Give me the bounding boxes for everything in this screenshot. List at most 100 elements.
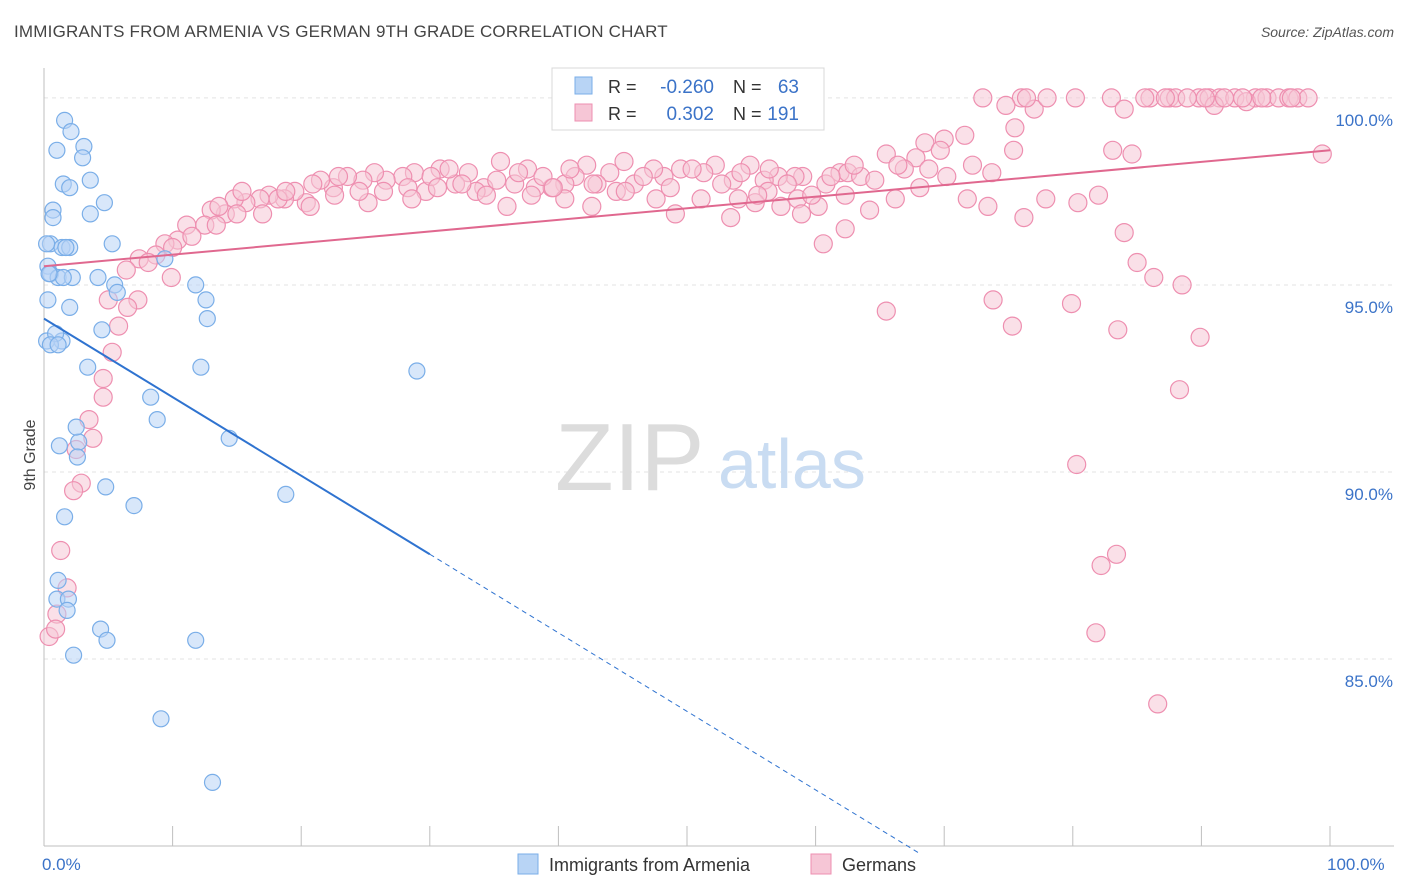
germans-point [1135,88,1155,108]
germans-point [791,204,812,224]
germans-point [1088,185,1109,205]
y-tick-label: 95.0% [1345,298,1393,317]
germans-point [487,170,507,190]
germans-point [1067,454,1087,475]
germans-point [427,178,448,198]
armenia-point [50,437,69,455]
germans-point [1108,320,1128,340]
stats-legend: R = -0.260 N = 63 R = 0.302 N = 191 [551,67,825,131]
stats-r-label-germans: R = [608,104,637,124]
germans-point [1091,555,1111,576]
stats-legend-box [551,67,825,131]
armenia-point [44,209,62,227]
germans-point [614,151,634,172]
armenia-point [108,283,126,301]
germans-point [1190,327,1210,347]
y-tick-label: 100.0% [1335,111,1393,130]
trend-layer [43,149,1331,854]
source-label: Source: ZipAtlas.com [1260,24,1394,40]
germans-point [888,155,908,175]
germans-point [328,166,349,187]
armenia-trend-line [43,317,431,556]
armenia-point [97,478,115,496]
armenia-point [61,298,79,316]
germans-point [885,189,905,209]
armenia-point [142,388,160,406]
germans-point [93,387,113,407]
germans-point [1172,275,1192,295]
y-tick-label: 85.0% [1345,672,1393,691]
germans-point [1086,623,1106,643]
armenia-point [277,485,295,503]
germans-point [1037,88,1057,108]
germans-point [996,95,1016,116]
germans-point [802,185,822,205]
armenia-point [98,631,116,649]
armenia-point [37,235,56,253]
germans-point [276,181,296,201]
germans-point [615,181,635,201]
germans-point [1016,88,1037,108]
germans-point [1252,88,1272,108]
germans-point [1101,88,1122,108]
germans-point [865,170,885,190]
series-legend: Immigrants from Armenia Germans [517,853,916,875]
germans-point [748,185,768,205]
germans-point [452,174,472,194]
armenia-point [49,571,67,590]
armenia-point [61,179,79,197]
germans-point [1195,88,1215,108]
armenia-point [39,291,57,309]
armenia-point [58,601,76,620]
germans-point [583,174,603,194]
germans-point [63,481,84,501]
armenia-point [48,141,66,159]
germans-point [117,297,138,317]
armenia-point [103,235,121,253]
armenia-point [187,631,205,649]
armenia-point [198,310,216,328]
germans-point [957,189,977,209]
germans-point [962,155,983,175]
stats-r-value-armenia: -0.260 [660,77,714,98]
germans-point [560,159,580,179]
germans-point [582,196,602,216]
armenia-point [408,362,426,380]
germans-point [978,196,998,216]
germans-point [402,189,422,209]
germans-point [915,133,935,153]
germans-point [777,174,797,194]
axes-layer [43,68,1394,847]
armenia-point [93,321,111,339]
armenia-point [125,497,143,515]
armenia-point [203,773,222,792]
armenia-point [81,205,99,223]
germans-point [731,163,751,183]
germans-point [1005,118,1025,138]
armenia-point [57,238,75,257]
germans-point [982,163,1002,183]
germans-point [439,159,459,179]
germans-point [1106,544,1127,564]
germans-point [876,301,896,321]
germans-point [1214,88,1235,108]
y-tick-label: 90.0% [1345,485,1393,504]
armenia-point [156,250,174,268]
germans-point [206,215,226,235]
germans-point [521,185,542,205]
y-tick-labels: 85.0% 90.0% 95.0% 100.0% [1335,111,1393,691]
watermark: ZIP atlas [555,404,866,511]
germans-point [1065,88,1086,108]
germans-point [508,163,529,183]
germans-trend-line [43,149,1331,268]
germans-point [555,189,575,209]
germans-point [182,226,202,246]
germans-point [108,316,129,336]
stats-n-value-germans: 191 [767,104,799,125]
armenia-trend-extension [429,553,919,854]
germans-point [835,219,855,239]
armenia-point [89,268,107,287]
series-legend-label-armenia: Immigrants from Armenia [549,855,751,875]
germans-point [759,159,779,179]
